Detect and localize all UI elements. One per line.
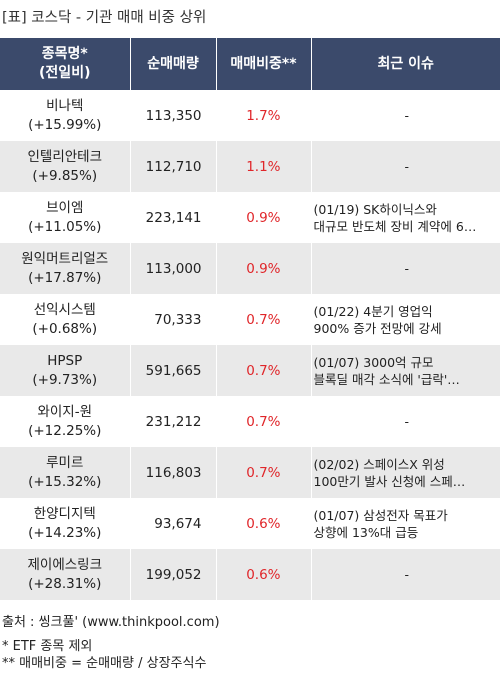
header-stock-name: 종목명* (전일비)	[0, 38, 131, 90]
issue-line-2: 블록딜 매각 소식에 '급락'…	[313, 371, 460, 387]
stock-change: (+28.31%)	[28, 575, 102, 592]
stock-name: 비나텍	[46, 97, 84, 114]
stock-change: (+15.99%)	[28, 116, 102, 133]
net-volume-cell: 231,212	[130, 396, 217, 447]
stock-change: (+11.05%)	[28, 218, 102, 235]
header-stock-name-line2: (전일비)	[39, 65, 91, 81]
recent-issue-cell: -	[311, 141, 500, 192]
issue-line-1: (02/02) 스페이스X 위성	[313, 456, 445, 472]
table-row: 와이지-원 (+12.25%) 231,212 0.7% -	[0, 396, 500, 447]
trade-ratio-cell: 0.6%	[216, 549, 312, 600]
institution-trading-table: 종목명* (전일비) 순매매량 매매비중** 최근 이슈 비나텍 (+15.99%…	[0, 38, 500, 600]
table-body: 비나텍 (+15.99%) 113,350 1.7% - 인텔리안테크 (+9.85%) 11…	[0, 90, 500, 600]
recent-issue-cell: (01/19) SK하이닉스와 대규모 반도체 장비 계약에 6…	[311, 192, 500, 243]
stock-change: (+17.87%)	[28, 269, 102, 286]
table-row: 원익머트리얼즈 (+17.87%) 113,000 0.9% -	[0, 243, 500, 294]
net-volume-cell: 70,333	[130, 294, 217, 345]
table-row: 비나텍 (+15.99%) 113,350 1.7% -	[0, 90, 500, 141]
issue-line-1: -	[404, 159, 409, 174]
net-volume-cell: 116,803	[130, 447, 217, 498]
stock-name: HPSP	[47, 352, 83, 369]
issue-line-1: (01/22) 4분기 영업익	[313, 303, 433, 319]
header-recent-issue: 최근 이슈	[311, 38, 500, 90]
table-row: 선익시스템 (+0.68%) 70,333 0.7% (01/22) 4분기 영업익 90…	[0, 294, 500, 345]
recent-issue-cell: (01/07) 삼성전자 목표가 상향에 13%대 급등	[311, 498, 500, 549]
stock-name: 한양디지텍	[33, 505, 96, 522]
recent-issue-cell: -	[311, 90, 500, 141]
table-row: HPSP (+9.73%) 591,665 0.7% (01/07) 3000억 규모 …	[0, 345, 500, 396]
stock-name-cell: 원익머트리얼즈 (+17.87%)	[0, 243, 131, 294]
stock-change: (+9.85%)	[32, 167, 98, 184]
stock-name-cell: 인텔리안테크 (+9.85%)	[0, 141, 131, 192]
recent-issue-cell: -	[311, 243, 500, 294]
trade-ratio-cell: 0.9%	[216, 243, 312, 294]
recent-issue-cell: (02/02) 스페이스X 위성 100만기 발사 신청에 스페…	[311, 447, 500, 498]
footnote-ratio: ** 매매비중 = 순매매량 / 상장주식수	[2, 656, 207, 671]
issue-line-1: -	[404, 108, 409, 123]
trade-ratio-cell: 0.7%	[216, 396, 312, 447]
issue-line-1: (01/07) 삼성전자 목표가	[313, 507, 448, 523]
header-trade-ratio: 매매비중**	[216, 38, 312, 90]
net-volume-cell: 93,674	[130, 498, 217, 549]
recent-issue-cell: (01/07) 3000억 규모 블록딜 매각 소식에 '급락'…	[311, 345, 500, 396]
issue-line-2: 상향에 13%대 급등	[313, 524, 419, 540]
table-row: 한양디지텍 (+14.23%) 93,674 0.6% (01/07) 삼성전자 목표가…	[0, 498, 500, 549]
trade-ratio-cell: 0.6%	[216, 498, 312, 549]
stock-name: 선익시스템	[33, 301, 96, 318]
stock-name: 제이에스링크	[27, 556, 103, 573]
recent-issue-cell: -	[311, 396, 500, 447]
stock-name-cell: 브이엠 (+11.05%)	[0, 192, 131, 243]
trade-ratio-cell: 1.1%	[216, 141, 312, 192]
header-row: 종목명* (전일비) 순매매량 매매비중** 최근 이슈	[0, 38, 500, 90]
footnote-etf: * ETF 종목 제외	[2, 639, 93, 654]
stock-change: (+14.23%)	[28, 524, 102, 541]
trade-ratio-cell: 0.7%	[216, 447, 312, 498]
stock-name: 인텔리안테크	[27, 148, 103, 165]
table-row: 제이에스링크 (+28.31%) 199,052 0.6% -	[0, 549, 500, 600]
net-volume-cell: 223,141	[130, 192, 217, 243]
trade-ratio-cell: 0.9%	[216, 192, 312, 243]
trade-ratio-cell: 0.7%	[216, 345, 312, 396]
net-volume-cell: 591,665	[130, 345, 217, 396]
stock-name: 루미르	[46, 454, 84, 471]
stock-name-cell: 제이에스링크 (+28.31%)	[0, 549, 131, 600]
stock-name-cell: 한양디지텍 (+14.23%)	[0, 498, 131, 549]
stock-change: (+0.68%)	[32, 320, 98, 337]
issue-line-2: 100만기 발사 신청에 스페…	[313, 473, 466, 489]
recent-issue-cell: (01/22) 4분기 영업익 900% 증가 전망에 강세	[311, 294, 500, 345]
stock-name: 원익머트리얼즈	[21, 250, 109, 267]
table-title: [표] 코스닥 - 기관 매매 비중 상위	[2, 10, 207, 26]
header-stock-name-line1: 종목명*	[41, 46, 88, 62]
stock-change: (+9.73%)	[32, 371, 98, 388]
stock-name: 브이엠	[46, 199, 84, 216]
table-row: 루미르 (+15.32%) 116,803 0.7% (02/02) 스페이스X 위성 …	[0, 447, 500, 498]
trade-ratio-cell: 1.7%	[216, 90, 312, 141]
net-volume-cell: 112,710	[130, 141, 217, 192]
issue-line-1: -	[404, 414, 409, 429]
source-note: 출처 : 씽크풀' (www.thinkpool.com)	[2, 615, 220, 630]
net-volume-cell: 113,350	[130, 90, 217, 141]
net-volume-cell: 113,000	[130, 243, 217, 294]
issue-line-1: -	[404, 567, 409, 582]
issue-line-1: (01/07) 3000억 규모	[313, 354, 434, 370]
stock-change: (+12.25%)	[28, 422, 102, 439]
trade-ratio-cell: 0.7%	[216, 294, 312, 345]
net-volume-cell: 199,052	[130, 549, 217, 600]
stock-name-cell: 선익시스템 (+0.68%)	[0, 294, 131, 345]
issue-line-2: 대규모 반도체 장비 계약에 6…	[313, 218, 477, 234]
table-row: 인텔리안테크 (+9.85%) 112,710 1.1% -	[0, 141, 500, 192]
stock-change: (+15.32%)	[28, 473, 102, 490]
stock-name-cell: 비나텍 (+15.99%)	[0, 90, 131, 141]
stock-name-cell: 루미르 (+15.32%)	[0, 447, 131, 498]
recent-issue-cell: -	[311, 549, 500, 600]
issue-line-2: 900% 증가 전망에 강세	[313, 320, 442, 336]
stock-name: 와이지-원	[37, 403, 93, 420]
issue-line-1: (01/19) SK하이닉스와	[313, 201, 437, 217]
stock-name-cell: HPSP (+9.73%)	[0, 345, 131, 396]
table-row: 브이엠 (+11.05%) 223,141 0.9% (01/19) SK하이닉스와 대규…	[0, 192, 500, 243]
header-net-volume: 순매매량	[130, 38, 217, 90]
issue-line-1: -	[404, 261, 409, 276]
stock-name-cell: 와이지-원 (+12.25%)	[0, 396, 131, 447]
